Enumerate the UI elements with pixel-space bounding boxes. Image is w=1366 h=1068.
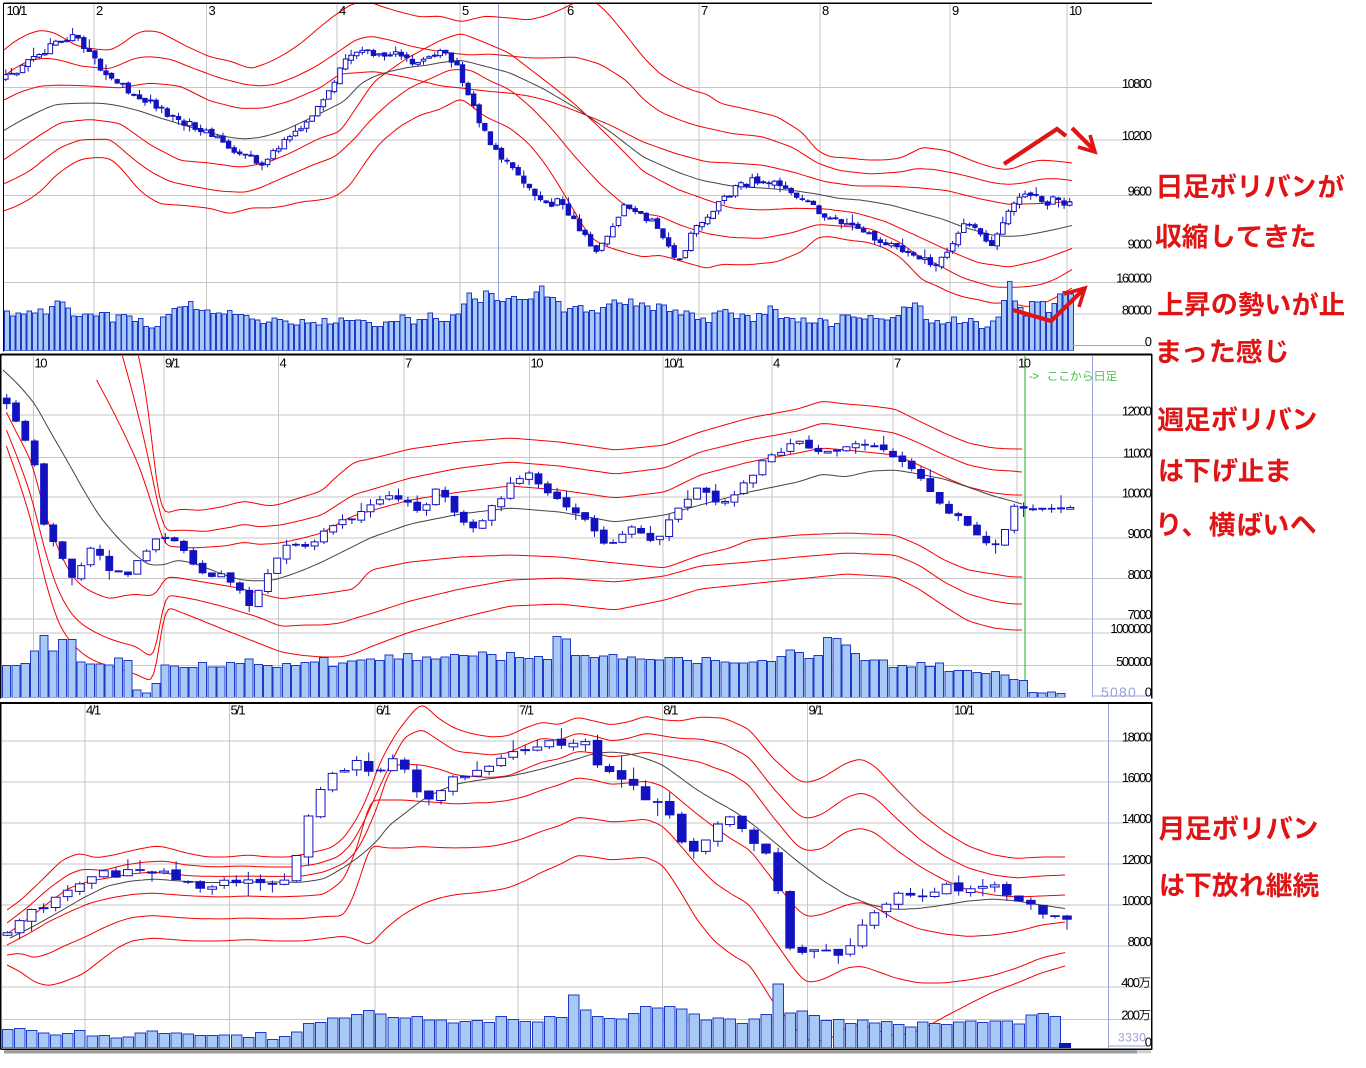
svg-text:10/1: 10/1 — [954, 703, 975, 718]
svg-text:7000: 7000 — [1128, 607, 1152, 622]
svg-text:12000: 12000 — [1122, 852, 1152, 867]
svg-text:7: 7 — [701, 3, 708, 18]
svg-text:5/1: 5/1 — [231, 703, 246, 718]
svg-text:0: 0 — [1145, 1035, 1152, 1050]
svg-text:400: 400 — [1121, 975, 1139, 990]
svg-text:2: 2 — [96, 3, 103, 18]
svg-text:10200: 10200 — [1122, 128, 1152, 143]
svg-text:200: 200 — [1121, 1008, 1139, 1023]
svg-text:9000: 9000 — [1128, 236, 1152, 251]
svg-text:500000: 500000 — [1116, 654, 1152, 669]
svg-text:14000: 14000 — [1122, 811, 1152, 826]
svg-text:9/1: 9/1 — [165, 356, 180, 371]
svg-text:7: 7 — [894, 356, 901, 371]
svg-text:10000: 10000 — [1122, 485, 1152, 500]
svg-text:4: 4 — [773, 356, 780, 371]
svg-text:1000000: 1000000 — [1110, 621, 1151, 636]
svg-text:160000: 160000 — [1116, 271, 1152, 286]
svg-text:->: -> — [1029, 371, 1039, 383]
svg-text:10: 10 — [531, 356, 544, 371]
svg-text:8/1: 8/1 — [663, 703, 678, 718]
svg-text:3: 3 — [209, 3, 216, 18]
svg-text:18000: 18000 — [1122, 729, 1152, 744]
svg-text:7: 7 — [405, 356, 412, 371]
svg-text:10/1: 10/1 — [7, 3, 28, 18]
svg-text:3330: 3330 — [1118, 1031, 1146, 1045]
svg-text:6: 6 — [567, 3, 574, 18]
svg-text:4/1: 4/1 — [86, 703, 101, 718]
svg-text:4: 4 — [280, 356, 287, 371]
svg-text:7/1: 7/1 — [519, 703, 534, 718]
svg-text:10000: 10000 — [1122, 893, 1152, 908]
svg-text:10800: 10800 — [1122, 76, 1152, 91]
svg-text:16000: 16000 — [1122, 770, 1152, 785]
svg-text:8000: 8000 — [1128, 567, 1152, 582]
svg-text:4: 4 — [339, 3, 346, 18]
svg-text:9/1: 9/1 — [809, 703, 824, 718]
svg-text:10: 10 — [35, 356, 48, 371]
svg-text:9: 9 — [952, 3, 959, 18]
svg-text:10: 10 — [1069, 3, 1082, 18]
svg-text:6/1: 6/1 — [376, 703, 391, 718]
svg-text:5: 5 — [462, 3, 469, 18]
svg-text:10: 10 — [1018, 356, 1031, 371]
svg-text:11000: 11000 — [1123, 446, 1152, 461]
svg-text:10/1: 10/1 — [664, 356, 685, 371]
svg-text:5080: 5080 — [1101, 684, 1137, 700]
svg-text:9000: 9000 — [1128, 526, 1152, 541]
svg-text:0: 0 — [1145, 334, 1152, 349]
svg-text:80000: 80000 — [1122, 302, 1152, 317]
svg-text:12000: 12000 — [1122, 403, 1152, 418]
svg-text:8000: 8000 — [1128, 934, 1152, 949]
svg-text:8: 8 — [822, 3, 829, 18]
svg-text:9600: 9600 — [1128, 184, 1152, 199]
svg-text:0: 0 — [1145, 685, 1152, 700]
